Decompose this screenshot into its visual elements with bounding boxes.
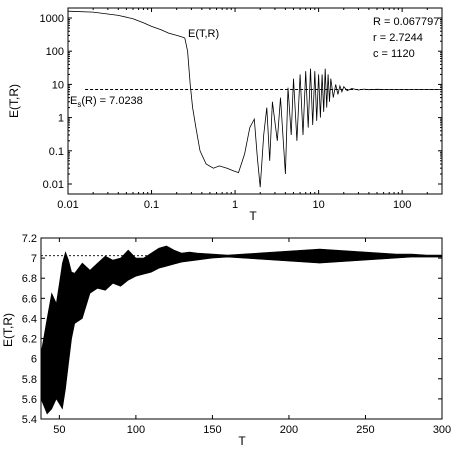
- top-y-tick-label: 10: [52, 79, 64, 91]
- bottom-x-tick-label: 200: [280, 424, 298, 436]
- top-x-ticks: 0.01 0.1 1 10 100: [57, 8, 443, 211]
- bottom-y-tick-label: 7: [31, 253, 37, 265]
- top-y-tick-label: 0.01: [43, 179, 64, 191]
- bottom-y-tick-label: 7.2: [22, 233, 37, 245]
- top-y-axis-label: E(T,R): [7, 84, 21, 118]
- bottom-y-tick-label: 5.6: [22, 394, 37, 406]
- bottom-y-tick-label: 6.4: [22, 313, 37, 325]
- top-asymptote-label: Es(R) = 7.0238: [70, 95, 143, 109]
- bottom-y-tick-label: 6: [31, 354, 37, 366]
- top-x-tick-label: 0.1: [144, 199, 159, 211]
- bottom-x-axis-label: T: [238, 434, 246, 448]
- param-c: c = 1120: [373, 48, 415, 60]
- top-y-ticks: 0.01 0.1 1 10 100 1000: [40, 7, 442, 191]
- top-curve-label: E(T,R): [188, 28, 219, 40]
- asymptote-label-rest: (R) = 7.0238: [81, 95, 142, 107]
- bottom-x-ticks: 50 100 150 200 250 300: [53, 238, 451, 436]
- bottom-x-tick-label: 300: [433, 424, 451, 436]
- asymptote-label-main: E: [70, 95, 77, 107]
- bottom-y-tick-label: 5.8: [22, 374, 37, 386]
- top-chart: 0.01 0.1 1 10 100 0.01 0.1 1 10 100 1000 T E(T,R)…: [7, 7, 443, 223]
- param-r-upper: R = 0.067797: [373, 16, 439, 28]
- bottom-x-tick-label: 100: [127, 424, 145, 436]
- bottom-y-tick-label: 6.8: [22, 273, 37, 285]
- bottom-x-tick-label: 250: [356, 424, 374, 436]
- bottom-y-axis-label: E(T,R): [1, 313, 15, 347]
- bottom-chart: 50 100 150 200 250 300 5.4 5.6 5.8 6 6.2 6.4 6.6 6.8…: [1, 233, 451, 448]
- top-x-tick-label: 10: [312, 199, 324, 211]
- bottom-y-tick-label: 6.6: [22, 293, 37, 305]
- top-y-tick-label: 1: [58, 113, 64, 125]
- top-plot-frame: [67, 7, 443, 195]
- param-r-lower: r = 2.7244: [373, 32, 423, 44]
- top-x-tick-label: 0.01: [57, 199, 78, 211]
- bottom-x-tick-label: 150: [203, 424, 221, 436]
- bottom-x-tick-label: 50: [53, 424, 65, 436]
- bottom-plot-frame: [40, 237, 443, 420]
- top-x-tick-label: 1: [232, 199, 238, 211]
- top-series-line: [67, 10, 442, 188]
- bottom-series-envelope: [40, 245, 443, 415]
- bottom-y-tick-label: 6.2: [22, 334, 37, 346]
- top-x-tick-label: 100: [393, 199, 411, 211]
- top-x-axis-label: T: [249, 209, 257, 223]
- top-y-tick-label: 0.1: [49, 146, 64, 158]
- top-y-tick-label: 100: [46, 46, 64, 58]
- bottom-y-ticks: 5.4 5.6 5.8 6 6.2 6.4 6.6 6.8 7 7.2: [22, 233, 442, 426]
- bottom-y-tick-label: 5.4: [22, 414, 37, 426]
- asymptote-label-sub: s: [77, 100, 81, 109]
- top-y-tick-label: 1000: [40, 13, 64, 25]
